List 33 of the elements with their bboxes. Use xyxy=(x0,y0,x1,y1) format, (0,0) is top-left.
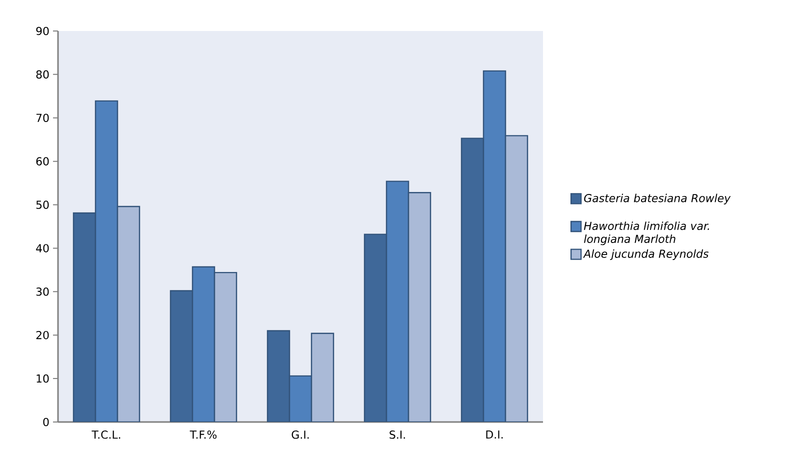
bar xyxy=(94,100,118,422)
bar xyxy=(170,290,194,422)
y-tick-label: 40 xyxy=(36,244,49,252)
x-tick-label: G.I. xyxy=(292,430,309,439)
bar xyxy=(288,375,312,422)
bar xyxy=(460,138,484,422)
bar xyxy=(310,332,334,422)
bar xyxy=(266,330,290,422)
x-tick-label: S.I. xyxy=(390,430,405,439)
y-tick-label: 10 xyxy=(36,374,49,383)
bar xyxy=(408,192,432,422)
bar xyxy=(116,206,140,422)
bar xyxy=(386,180,410,422)
y-tick-label: 70 xyxy=(36,114,49,122)
bar xyxy=(482,70,506,422)
x-tick-label: T.F.% xyxy=(190,430,217,439)
bar xyxy=(192,266,216,422)
y-tick-label: 20 xyxy=(36,330,49,340)
y-tick-label: 60 xyxy=(36,157,49,166)
legend-label: Aloe jucunda Reynolds xyxy=(583,249,709,260)
x-tick-label: D.I. xyxy=(486,430,503,438)
y-tick-label: 0 xyxy=(43,418,49,426)
bar xyxy=(214,272,238,422)
legend-label: Gasteria batesiana Rowley xyxy=(584,194,731,204)
y-tick-label: 90 xyxy=(36,26,49,36)
y-tick-label: 50 xyxy=(36,200,49,209)
x-tick-label: T.C.L. xyxy=(92,430,120,439)
bar xyxy=(364,234,388,422)
legend-label: Haworthia limifolia var. longiana Marloth xyxy=(584,222,710,246)
y-tick-label: 80 xyxy=(36,70,49,79)
bar xyxy=(504,135,528,422)
y-tick-label: 30 xyxy=(36,288,49,296)
bar xyxy=(72,212,96,422)
